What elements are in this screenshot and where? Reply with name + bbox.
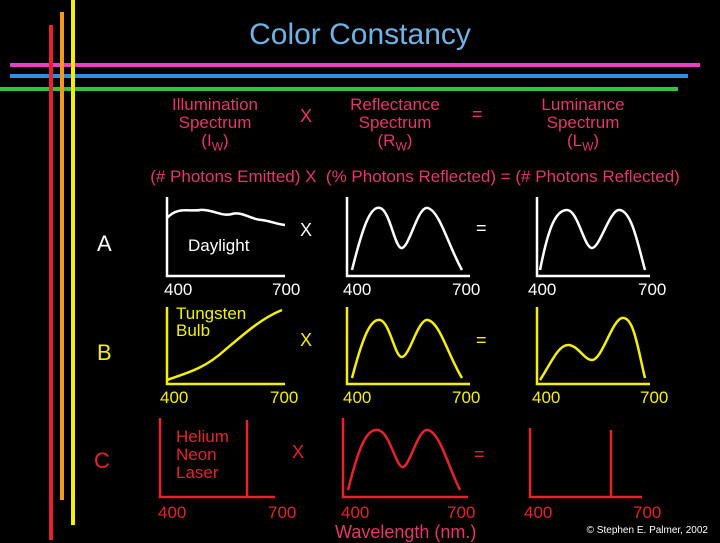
row-a-tick-6: 700 [638,280,667,299]
luminance-line-1: Luminance [541,95,625,114]
row-b-times-sign: X [300,330,313,350]
row-b-illuminant-line-2: Bulb [176,321,211,340]
row-b-illumination-plot [165,307,285,386]
row-b-equals-sign: = [476,330,487,350]
row-c-label: C [94,448,110,473]
row-b-tick-5: 400 [532,388,561,407]
header-equals-sign: = [472,104,483,124]
row-c-illuminant-line-1: Helium [176,427,229,446]
illumination-line-1: Illumination [172,95,258,114]
row-a-illumination-plot [165,197,286,278]
row-a-tick-1: 400 [164,280,193,299]
row-c-tick-3: 400 [341,503,370,522]
row-c-equals-sign: = [474,444,485,464]
reflectance-line-1: Reflectance [350,95,440,114]
row-c-tick-5: 400 [524,503,553,522]
luminance-line-2: Spectrum [546,113,620,132]
row-b-reflectance-plot [345,307,470,386]
row-b-tick-4: 700 [452,388,481,407]
row-b-luminance-plot [535,307,650,386]
luminance-spectrum-header: Luminance Spectrum (LW) [528,96,638,155]
row-a-luminance-plot [535,197,650,278]
row-c-times-sign: X [292,442,305,462]
row-c-tick-4: 700 [447,503,476,522]
row-c-reflectance-plot [341,418,468,499]
luminance-line-3: (LW) [566,131,600,154]
wavelength-axis-label: Wavelength (nm.) [335,522,477,542]
reflectance-line-3: (RW) [377,131,413,154]
row-c-illuminant-line-2: Neon [176,445,217,464]
row-a-tick-3: 400 [343,280,372,299]
row-a-reflectance-plot [345,197,470,278]
row-c-illuminant-line-3: Laser [176,463,219,482]
row-b-illuminant-label: Tungsten Bulb [176,305,246,339]
illumination-line-3: (IW) [201,131,229,154]
row-c-tick-2: 700 [268,503,297,522]
row-a-illuminant-label: Daylight [188,236,250,255]
row-b-tick-3: 400 [343,388,372,407]
illumination-line-2: Spectrum [178,113,252,132]
row-c-illumination-plot [158,418,275,499]
header-times-sign: X [300,106,313,126]
row-b-tick-1: 400 [160,388,189,407]
row-c-tick-6: 700 [633,503,662,522]
illumination-spectrum-header: Illumination Spectrum (IW) [160,96,270,155]
row-b-label: B [97,340,112,365]
row-a-label: A [97,231,112,256]
row-a-tick-5: 400 [528,280,557,299]
page-title: Color Constancy [249,18,471,51]
photon-equation: (# Photons Emitted) X (% Photons Reflect… [150,167,680,186]
copyright-notice: © Stephen E. Palmer, 2002 [586,525,708,536]
row-c-luminance-plot [528,428,642,499]
row-a-times-sign: X [300,220,313,240]
row-c-tick-1: 400 [158,503,187,522]
row-a-tick-2: 700 [272,280,301,299]
row-c-illuminant-label: Helium Neon Laser [176,428,229,482]
row-b-tick-6: 700 [640,388,669,407]
row-a-tick-4: 700 [452,280,481,299]
reflectance-line-2: Spectrum [358,113,432,132]
row-a-equals-sign: = [476,218,487,238]
row-b-tick-2: 700 [270,388,299,407]
reflectance-spectrum-header: Reflectance Spectrum (RW) [335,96,455,155]
row-b-illuminant-line-1: Tungsten [176,304,247,323]
